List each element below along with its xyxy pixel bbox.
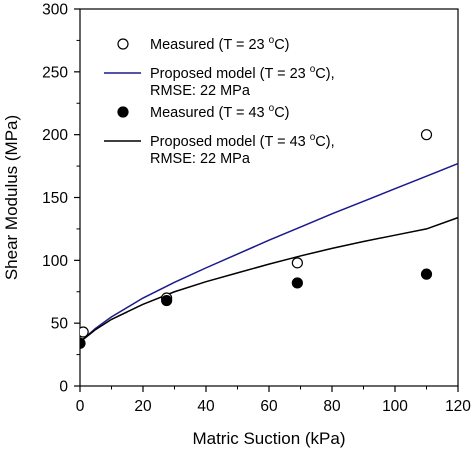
x-tick-label: 0 — [76, 398, 85, 415]
data-point-meas23 — [80, 326, 89, 338]
data-point-meas23 — [420, 129, 433, 141]
axes-layer: 0 20 40 60 80 100 120 0 50 100 150 200 250 300 — [42, 2, 471, 416]
legend-label: RMSE: 22 MPa — [150, 83, 251, 99]
data-point-meas43 — [420, 268, 433, 280]
x-tick-label: 120 — [445, 398, 471, 415]
y-tick-label: 250 — [42, 64, 68, 81]
y-tick-label: 0 — [59, 379, 68, 396]
series-line-model43 — [80, 216, 459, 343]
legend-label: Proposed model (T = 23 oC), — [150, 64, 335, 82]
x-tick-label: 60 — [260, 398, 278, 415]
y-tick-label: 200 — [42, 127, 68, 144]
y-tick-label: 50 — [51, 316, 69, 333]
legend-label: RMSE: 22 MPa — [150, 151, 251, 167]
x-tick-label: 80 — [323, 398, 341, 415]
y-tick-label: 100 — [42, 253, 68, 270]
series-layer — [80, 129, 459, 349]
data-point-meas43 — [291, 277, 303, 289]
legend-entry-model43: Proposed model (T = 43 oC),RMSE: 22 MPa — [104, 132, 335, 167]
legend-marker — [117, 106, 129, 118]
x-tick-label: 40 — [197, 398, 215, 415]
x-tick-label: 20 — [134, 398, 152, 415]
data-point-meas23 — [291, 257, 303, 269]
legend-label: Measured (T = 43 oC) — [150, 103, 290, 121]
data-point-meas43 — [80, 337, 86, 349]
x-axis-title: Matric Suction (kPa) — [192, 429, 345, 448]
x-tick-label: 100 — [382, 398, 408, 415]
legend-entry-model23: Proposed model (T = 23 oC),RMSE: 22 MPa — [104, 64, 335, 99]
series-line-model23 — [80, 162, 459, 343]
y-axis-title: Shear Modulus (MPa) — [2, 115, 21, 280]
legend-label: Proposed model (T = 43 oC), — [150, 132, 335, 150]
legend-marker — [117, 38, 129, 50]
data-point-meas43 — [161, 294, 173, 307]
legend-entry-meas43: Measured (T = 43 oC) — [117, 103, 290, 121]
y-tick-label: 150 — [42, 190, 68, 207]
y-tick-label: 300 — [42, 2, 68, 19]
legend: Measured (T = 23 oC) Proposed model (T = … — [104, 35, 335, 167]
legend-label: Measured (T = 23 oC) — [150, 35, 290, 53]
legend-entry-meas23: Measured (T = 23 oC) — [117, 35, 290, 53]
